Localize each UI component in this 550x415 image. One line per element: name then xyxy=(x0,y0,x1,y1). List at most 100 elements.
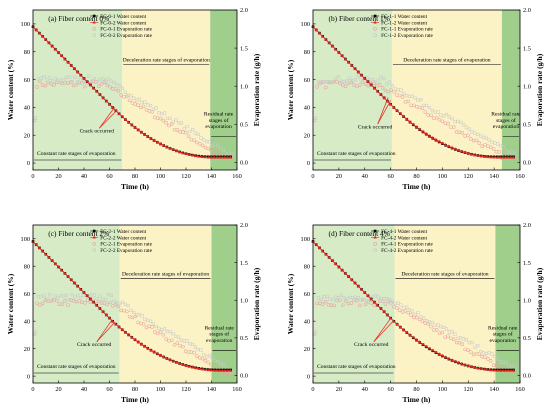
legend-marker xyxy=(92,33,96,37)
x-tick-label: 0 xyxy=(311,386,314,393)
rate-point xyxy=(163,111,167,115)
water-point xyxy=(158,142,163,145)
rate-point xyxy=(219,146,223,150)
water-point xyxy=(453,147,457,151)
rate-point xyxy=(363,302,368,307)
rate-point xyxy=(321,302,325,307)
water-point xyxy=(498,368,503,372)
water-series-2 xyxy=(311,24,516,159)
rate-point xyxy=(111,303,115,308)
rate-series-1 xyxy=(32,297,233,376)
rate-point xyxy=(98,294,102,298)
rate-point xyxy=(129,94,133,98)
water-point xyxy=(213,155,217,159)
residual-stage-label: evaporation xyxy=(206,338,233,344)
rate-point xyxy=(109,79,113,83)
water-point xyxy=(111,105,115,109)
rate-point xyxy=(132,310,136,314)
water-point xyxy=(91,86,96,90)
x-tick-label: 120 xyxy=(464,173,473,180)
rate-point xyxy=(333,77,338,81)
water-point xyxy=(340,54,344,57)
residual-stage-label: stages of xyxy=(209,331,229,338)
rate-point xyxy=(76,293,80,297)
water-point xyxy=(60,54,64,57)
water-point xyxy=(229,155,233,159)
rate-point xyxy=(450,116,454,121)
water-point xyxy=(155,140,159,144)
x-tick-label: 160 xyxy=(232,173,241,180)
water-point xyxy=(502,368,506,372)
water-point xyxy=(44,37,48,41)
rate-point xyxy=(143,100,147,104)
x-tick-label: 140 xyxy=(207,386,216,393)
y-tick-label: 40 xyxy=(24,105,30,112)
rate-point xyxy=(158,116,163,121)
water-point xyxy=(376,303,380,307)
y2-tick-label: 0.5 xyxy=(240,335,248,342)
rate-point xyxy=(171,120,175,124)
x-axis-title: Time (h) xyxy=(403,395,431,404)
water-point xyxy=(79,73,83,77)
rate-point xyxy=(355,298,359,303)
rate-point xyxy=(207,140,212,144)
rate-point xyxy=(419,97,423,102)
rate-point xyxy=(343,84,348,88)
water-point xyxy=(37,31,41,35)
water-point xyxy=(508,368,512,372)
rate-point xyxy=(73,75,77,79)
water-point xyxy=(111,319,115,323)
rate-point xyxy=(493,354,497,359)
rate-point xyxy=(67,75,71,79)
water-point xyxy=(505,368,509,372)
water-series-2 xyxy=(31,24,233,159)
water-point xyxy=(495,155,499,159)
water-point xyxy=(346,274,351,278)
rate-point xyxy=(380,86,385,90)
crack-label: Crack occurred xyxy=(77,342,112,348)
rate-point xyxy=(484,136,488,140)
rate-point xyxy=(108,300,112,305)
legend-label: FC-4-1 Evaporation rate xyxy=(381,242,433,248)
rate-point xyxy=(464,125,469,129)
water-point xyxy=(222,368,226,372)
x-tick-label: 100 xyxy=(156,386,165,393)
water-point xyxy=(146,134,150,138)
water-point xyxy=(34,242,38,246)
x-tick-label: 160 xyxy=(515,386,524,393)
rate-point xyxy=(167,123,171,128)
constant-stage-region xyxy=(33,225,120,383)
water-point xyxy=(466,151,470,155)
rate-point xyxy=(207,354,212,358)
water-point xyxy=(324,252,328,256)
rate-point xyxy=(154,106,158,110)
constant-stage-region xyxy=(313,10,392,170)
water-point xyxy=(149,348,153,352)
y-axis-title: Water content (%) xyxy=(286,59,295,120)
rate-point xyxy=(490,352,494,356)
water-point xyxy=(178,361,182,365)
rate-point xyxy=(480,144,484,149)
rate-point xyxy=(161,332,166,337)
y-tick-label: 20 xyxy=(304,132,310,139)
water-point xyxy=(187,364,191,368)
water-point xyxy=(69,278,73,281)
legend-label: FC-4-2 Evaporation rate xyxy=(381,248,433,254)
x-tick-label: 160 xyxy=(232,386,241,393)
water-point xyxy=(114,322,118,326)
rate-point xyxy=(112,81,116,85)
rate-point xyxy=(106,77,111,81)
x-tick-label: 80 xyxy=(413,386,419,393)
water-point xyxy=(139,342,143,346)
rate-point xyxy=(469,137,473,141)
water-point xyxy=(369,83,373,87)
water-point xyxy=(346,60,351,64)
water-point xyxy=(104,313,108,317)
y2-tick-label: 0.5 xyxy=(523,335,531,342)
water-point xyxy=(444,143,448,146)
residual-stage-label: stages of xyxy=(496,117,516,124)
rate-point xyxy=(101,77,105,81)
water-point xyxy=(203,367,207,371)
rate-point xyxy=(444,112,449,117)
water-point xyxy=(479,367,483,370)
